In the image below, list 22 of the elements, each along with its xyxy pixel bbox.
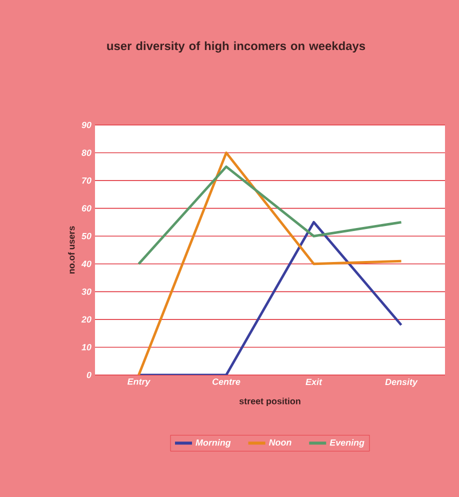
y-tick-label: 10 xyxy=(82,344,92,350)
y-tick-label: 70 xyxy=(82,177,92,184)
line-series xyxy=(138,165,402,266)
x-tick-label: Density xyxy=(385,378,418,387)
y-tick-label: 40 xyxy=(81,260,92,268)
line-series xyxy=(138,152,402,375)
y-tick-label: 50 xyxy=(82,232,92,240)
x-tick-label: Exit xyxy=(306,378,322,386)
y-tick-label: 0 xyxy=(86,372,92,378)
y-tick-label: 60 xyxy=(82,205,92,212)
chart-title: user diversity of high incomers on weekdays xyxy=(107,41,366,53)
legend-label: Morning xyxy=(196,439,231,448)
x-tick-label: Entry xyxy=(127,378,151,387)
x-axis-title: street position xyxy=(239,398,300,406)
y-tick-label: 20 xyxy=(81,316,92,323)
y-tick-label: 30 xyxy=(82,288,92,295)
y-tick-label: 80 xyxy=(82,150,92,156)
x-tick-label: Centre xyxy=(212,378,240,385)
y-axis-title: no.of users xyxy=(68,226,75,274)
legend-label: Noon xyxy=(268,439,292,446)
y-tick-label: 90 xyxy=(82,122,92,128)
legend-label: Evening xyxy=(330,439,364,448)
